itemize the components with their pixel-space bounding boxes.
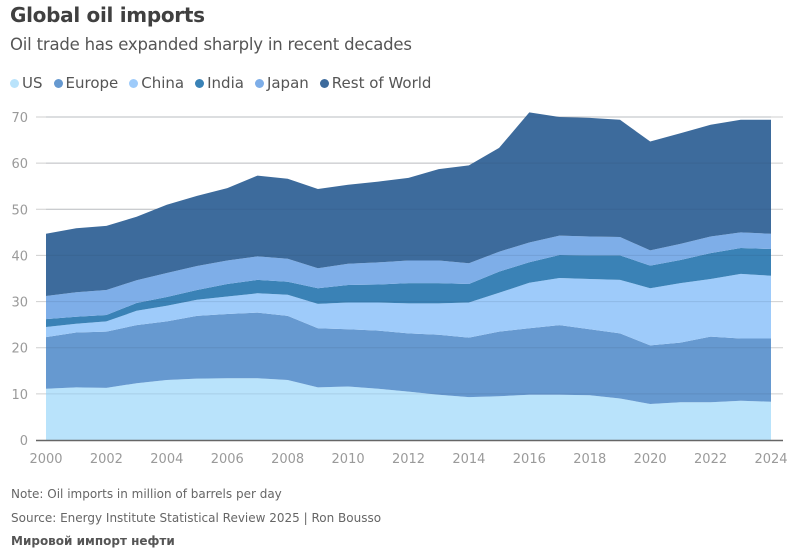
y-tick-label: 40 — [11, 249, 28, 264]
area-japan — [46, 232, 771, 320]
stacked-area-chart: 0 10 20 30 40 50 60 70 2000 2002 2004 2006 2008 2010… — [11, 111, 787, 467]
area-layers — [46, 112, 771, 440]
area-us — [46, 378, 771, 440]
legend-item-rest-of-world: Rest of World — [319, 74, 432, 92]
legend-dot-icon — [195, 78, 205, 88]
x-tick-label: 2008 — [271, 452, 304, 467]
x-tick-label: 2010 — [332, 452, 365, 467]
legend-label: India — [207, 74, 244, 92]
footnote: Note: Oil imports in million of barrels … — [11, 487, 282, 501]
legend-label: China — [141, 74, 185, 92]
legend-item-china: China — [129, 74, 184, 92]
area-rest-of-world — [46, 112, 771, 297]
caption: Мировой импорт нефти — [11, 534, 175, 548]
x-tick-label: 2006 — [211, 452, 244, 467]
x-tick-label: 2012 — [392, 452, 425, 467]
y-tick-label: 50 — [11, 203, 28, 218]
legend-label: Japan — [266, 74, 309, 92]
area-europe — [46, 312, 771, 404]
legend-dot-icon — [254, 78, 264, 88]
x-tick-label: 2020 — [634, 452, 667, 467]
y-tick-label: 10 — [11, 388, 28, 403]
y-axis-ticks: 0 10 20 30 40 50 60 70 — [11, 111, 28, 449]
x-tick-label: 2004 — [150, 452, 183, 467]
x-tick-label: 2018 — [573, 452, 606, 467]
legend-item-japan: Japan — [254, 74, 309, 92]
x-tick-label: 2002 — [90, 452, 123, 467]
y-tick-label: 30 — [11, 296, 28, 311]
x-tick-label: 2000 — [29, 452, 62, 467]
legend-item-us: US — [10, 74, 43, 92]
legend-dot-icon — [129, 78, 139, 88]
legend-dot-icon — [53, 78, 63, 88]
area-india — [46, 248, 771, 327]
x-tick-label: 2016 — [513, 452, 546, 467]
chart-title: Global oil imports — [10, 3, 205, 27]
y-tick-label: 70 — [11, 111, 28, 126]
x-tick-label: 2014 — [452, 452, 485, 467]
chart-subtitle: Oil trade has expanded sharply in recent… — [10, 35, 412, 54]
legend-item-europe: Europe — [53, 74, 119, 92]
legend: US Europe China India Japan Rest of World — [10, 74, 431, 92]
legend-dot-icon — [319, 78, 329, 88]
legend-label: Europe — [65, 74, 119, 92]
x-axis-ticks: 2000 2002 2004 2006 2008 2010 2012 2014 2016 2018… — [29, 452, 787, 467]
x-tick-label: 2022 — [694, 452, 727, 467]
legend-label: Rest of World — [331, 74, 432, 92]
y-tick-label: 60 — [11, 157, 28, 172]
x-tick-label: 2024 — [754, 452, 787, 467]
source-note: Source: Energy Institute Statistical Rev… — [11, 511, 382, 525]
legend-item-india: India — [195, 74, 244, 92]
legend-label: US — [22, 74, 43, 92]
y-tick-label: 0 — [20, 434, 28, 449]
y-tick-label: 20 — [11, 342, 28, 357]
area-china — [46, 273, 771, 346]
legend-dot-icon — [10, 78, 19, 88]
